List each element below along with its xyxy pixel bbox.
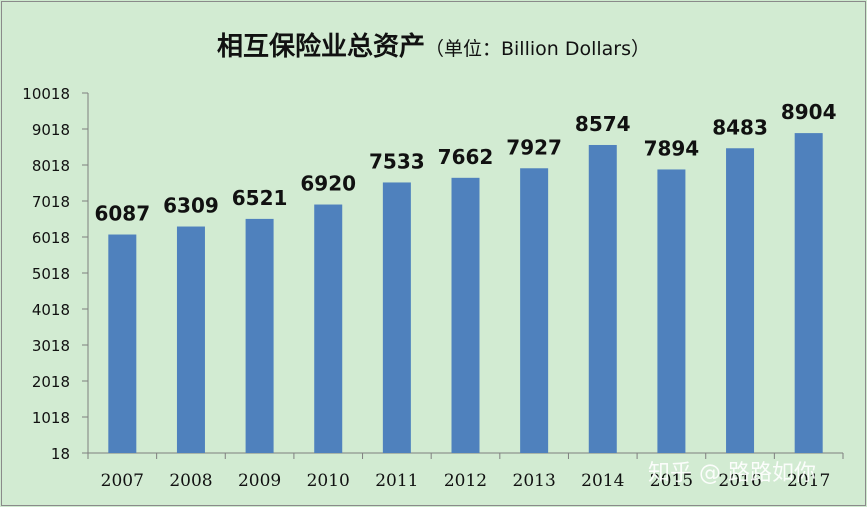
- data-label: 6521: [232, 186, 288, 210]
- y-tick-label: 1018: [32, 409, 70, 427]
- bar: [382, 182, 411, 453]
- x-tick-label: 2011: [375, 471, 418, 491]
- chart-title-main: 相互保险业总资产: [216, 32, 425, 62]
- data-label: 6309: [163, 194, 219, 218]
- bar: [314, 204, 343, 453]
- data-label: 6087: [94, 202, 150, 226]
- x-tick-label: 2015: [650, 471, 693, 491]
- y-tick-label: 3018: [32, 337, 70, 355]
- data-label: 7927: [506, 135, 562, 159]
- x-tick-label: 2009: [238, 471, 281, 491]
- bar: [108, 234, 137, 453]
- chart-title-unit: （单位：Billion Dollars）: [424, 38, 651, 60]
- y-tick-label: 5018: [32, 265, 70, 283]
- y-tick-label: 7018: [32, 193, 70, 211]
- y-tick-label: 4018: [32, 301, 70, 319]
- data-label: 6920: [300, 172, 356, 196]
- data-label: 8574: [575, 112, 631, 136]
- y-tick-label: 6018: [32, 229, 70, 247]
- x-tick-label: 2008: [169, 471, 212, 491]
- x-tick-label: 2016: [718, 471, 761, 491]
- y-tick-label: 10018: [22, 85, 70, 103]
- x-tick-label: 2014: [581, 471, 624, 491]
- bar: [520, 168, 549, 453]
- x-tick-label: 2012: [444, 471, 487, 491]
- bar: [245, 218, 274, 453]
- data-label: 8483: [712, 115, 768, 139]
- data-label: 8904: [781, 100, 837, 124]
- x-tick-label: 2017: [787, 471, 830, 491]
- bar: [588, 144, 617, 453]
- y-tick-label: 2018: [32, 373, 70, 391]
- bar: [451, 177, 480, 454]
- data-label: 7533: [369, 149, 425, 173]
- data-label: 7662: [438, 145, 494, 169]
- y-tick-label: 18: [51, 445, 70, 463]
- chart-title: 相互保险业总资产（单位：Billion Dollars）: [0, 26, 867, 63]
- x-tick-label: 2010: [307, 471, 350, 491]
- y-tick-label: 8018: [32, 157, 70, 175]
- data-label: 7894: [644, 136, 700, 160]
- watermark: 知乎 @ 路路如你: [648, 461, 816, 486]
- x-tick-label: 2013: [513, 471, 556, 491]
- y-tick-label: 9018: [32, 121, 70, 139]
- bar: [726, 148, 755, 453]
- bar: [657, 169, 686, 454]
- bar: [176, 226, 205, 453]
- bar: [794, 133, 823, 453]
- x-tick-label: 2007: [101, 471, 144, 491]
